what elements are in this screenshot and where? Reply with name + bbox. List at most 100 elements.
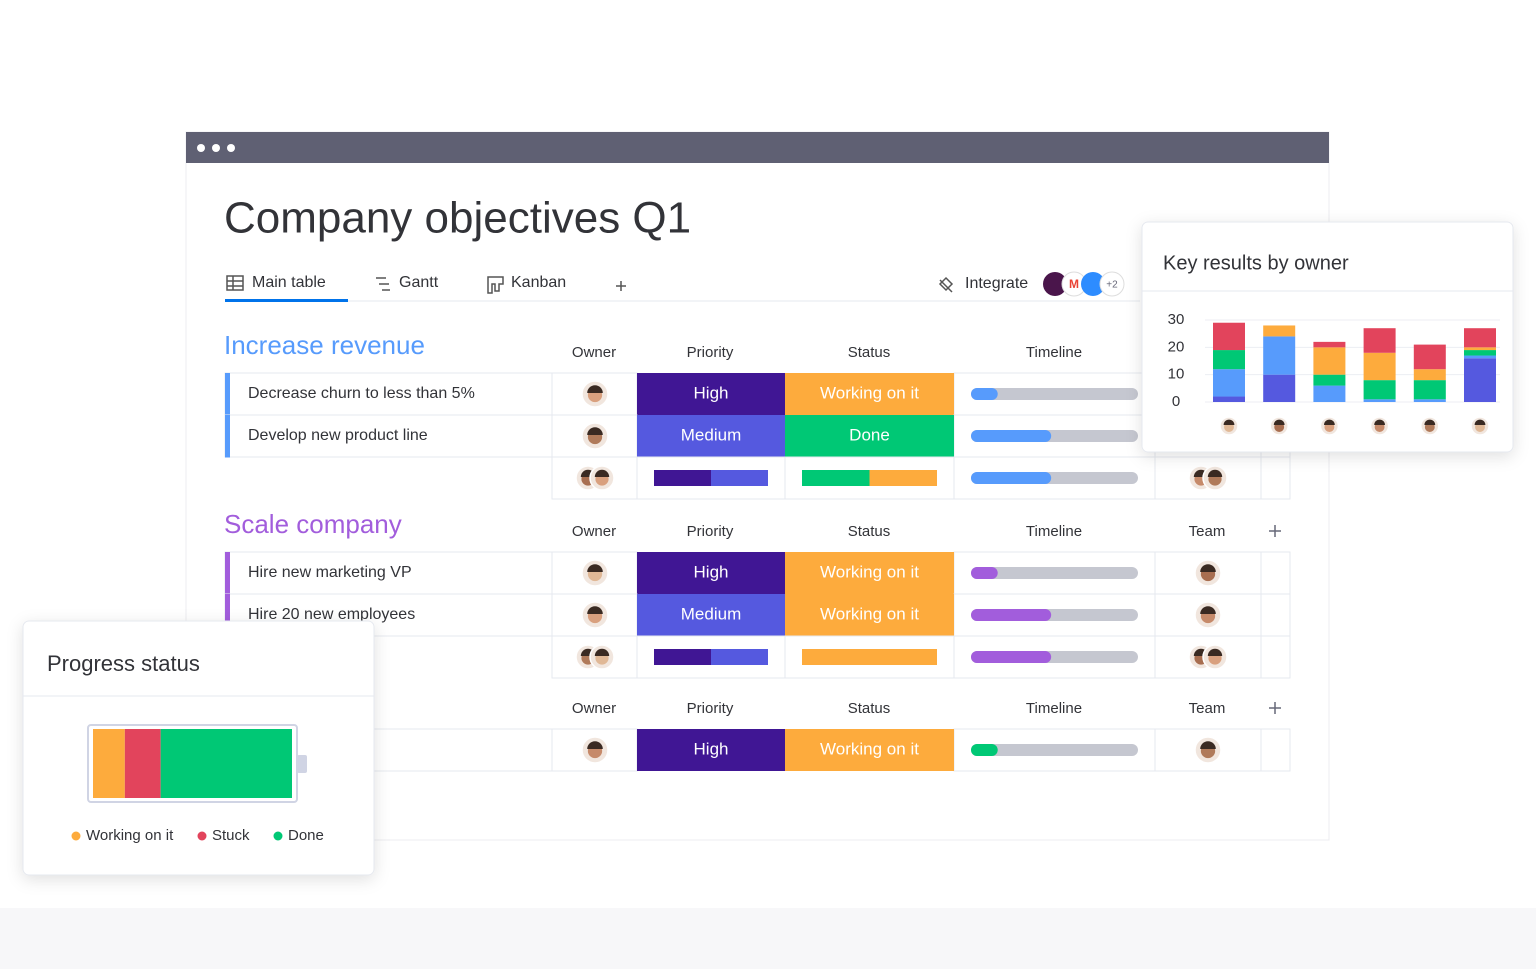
y-tick-label: 30 xyxy=(1168,311,1185,328)
window: Company objectives Q1 Main table Gantt Kan… xyxy=(185,131,1330,841)
table-icon xyxy=(226,275,244,291)
name-cell xyxy=(224,414,553,458)
column-header: Status xyxy=(848,523,891,540)
bar-segment xyxy=(1213,350,1245,370)
status-cell[interactable] xyxy=(785,415,954,457)
bar-segment xyxy=(1413,380,1446,400)
priority-label: High xyxy=(694,383,729,402)
legend-dot xyxy=(197,831,207,841)
avatar-hair xyxy=(1207,469,1223,477)
bar-segment xyxy=(1464,328,1496,348)
bar-segment xyxy=(1363,328,1396,353)
integrate-label[interactable]: Integrate xyxy=(965,275,1028,292)
column-header: Timeline xyxy=(1026,700,1082,717)
item-name: Decrease churn to less than 5% xyxy=(248,385,475,402)
status-cell[interactable] xyxy=(785,594,954,636)
status-summary-segment xyxy=(802,649,937,665)
bar-segment xyxy=(1464,347,1496,351)
app-icon xyxy=(1081,272,1105,296)
group-bar xyxy=(225,594,230,637)
plus-cell xyxy=(1260,728,1291,772)
bar-segment xyxy=(1464,350,1496,356)
column-header: Status xyxy=(848,700,891,717)
add-tab-icon[interactable] xyxy=(616,281,626,291)
column-header: Owner xyxy=(572,344,616,361)
priority-summary-segment xyxy=(711,470,768,486)
plus-cell xyxy=(1260,593,1291,637)
priority-cell[interactable] xyxy=(637,415,785,457)
priority-label: High xyxy=(694,739,729,758)
avatar-hair xyxy=(1273,419,1285,425)
priority-summary-segment xyxy=(654,649,711,665)
tab-label[interactable]: Kanban xyxy=(511,274,566,291)
y-tick-label: 10 xyxy=(1168,366,1185,383)
avatar-hair xyxy=(594,469,610,477)
status-label: Working on it xyxy=(820,739,919,758)
summary-plus-cell xyxy=(1260,456,1291,500)
kanban-icon xyxy=(487,276,504,294)
column-header: Owner xyxy=(572,523,616,540)
group-bar xyxy=(225,415,230,458)
team-cell xyxy=(1154,551,1262,595)
card-title: Key results by owner xyxy=(1163,252,1349,274)
bar-segment xyxy=(1213,322,1245,351)
avatar-hair xyxy=(587,385,603,393)
tab-label[interactable]: Main table xyxy=(252,274,326,291)
add-column[interactable] xyxy=(1269,525,1281,537)
active-tab-underline xyxy=(225,299,348,302)
tab-icons xyxy=(226,275,954,294)
avatar-hair xyxy=(1424,419,1436,425)
gantt-icon xyxy=(376,277,390,291)
status-cell[interactable] xyxy=(785,373,954,415)
timeline-track xyxy=(971,567,1138,579)
app-icon-letter: M xyxy=(1069,277,1079,291)
bar-segment xyxy=(1363,380,1396,400)
progress-card: Progress status Working on it Stuck Done xyxy=(22,620,375,876)
column-header: Owner xyxy=(572,700,616,717)
avatar-hair xyxy=(1200,606,1216,614)
progress-segment xyxy=(160,729,292,798)
column-header: Team xyxy=(1189,523,1226,540)
avatar-hair xyxy=(587,564,603,572)
progress-segment xyxy=(124,729,161,798)
status-label: Working on it xyxy=(820,604,919,623)
priority-cell[interactable] xyxy=(637,594,785,636)
bar-segment xyxy=(1263,325,1296,337)
y-tick-label: 20 xyxy=(1168,338,1185,355)
legend-label: Done xyxy=(288,827,324,844)
avatar-hair xyxy=(1374,419,1385,425)
priority-cell[interactable] xyxy=(637,552,785,594)
column-header: Status xyxy=(848,344,891,361)
bar-segment xyxy=(1263,374,1296,402)
bar-segment xyxy=(1413,369,1446,381)
window-dot xyxy=(212,144,220,152)
avatar-hair xyxy=(1200,741,1216,749)
avatar-hair xyxy=(1223,419,1235,425)
status-cell[interactable] xyxy=(785,552,954,594)
priority-cell[interactable] xyxy=(637,729,785,771)
app-icons: M +2 xyxy=(1043,271,1125,297)
tabs: Main table Gantt Kanban Integrate xyxy=(252,274,1028,292)
group-bar xyxy=(225,373,230,416)
bar-segment xyxy=(1413,344,1446,370)
avatar-hair xyxy=(594,648,610,656)
legend-dot xyxy=(71,831,81,841)
name-cell xyxy=(224,372,553,416)
y-tick-label: 0 xyxy=(1172,393,1180,410)
status-label: Working on it xyxy=(820,562,919,581)
priority-cell[interactable] xyxy=(637,373,785,415)
tab-label[interactable]: Gantt xyxy=(399,274,439,291)
window-dot xyxy=(227,144,235,152)
item-name: Hire 20 new employees xyxy=(248,606,415,623)
bar-segment xyxy=(1313,374,1346,386)
add-column[interactable] xyxy=(1269,702,1281,714)
bar-segment xyxy=(1413,399,1446,402)
app-icon-more[interactable] xyxy=(1099,271,1125,297)
status-label: Done xyxy=(849,425,890,444)
timeline-fill xyxy=(971,651,1052,663)
column-header: Timeline xyxy=(1026,344,1082,361)
table-icon-lines xyxy=(227,276,243,290)
timeline-fill xyxy=(971,744,998,756)
status-cell[interactable] xyxy=(785,729,954,771)
